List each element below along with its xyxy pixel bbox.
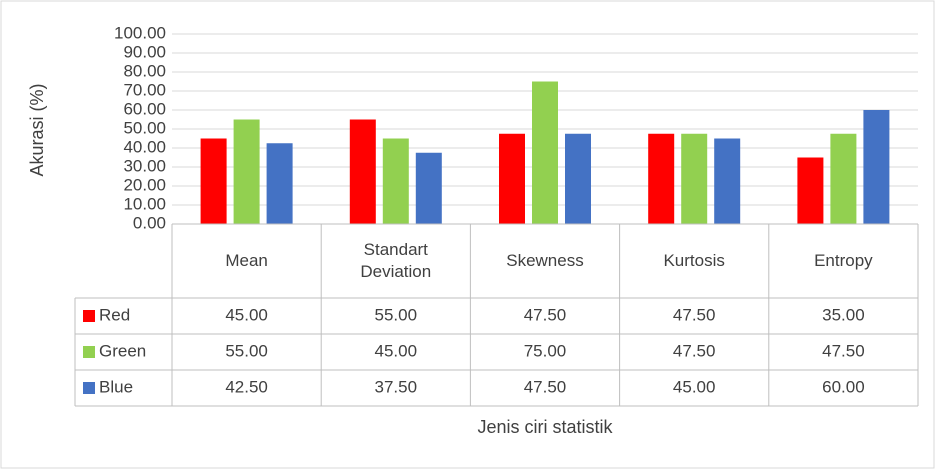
x-tick-label: Entropy	[814, 251, 873, 270]
bar	[830, 133, 857, 224]
y-tick-label: 20.00	[123, 175, 166, 194]
y-tick-label: 60.00	[123, 99, 166, 118]
table-value: 75.00	[524, 341, 567, 360]
x-axis-title: Jenis ciri statistik	[477, 417, 613, 437]
table-value: 37.50	[375, 377, 418, 396]
table-value: 55.00	[375, 305, 418, 324]
table-value: 47.50	[673, 341, 716, 360]
table-value: 47.50	[673, 305, 716, 324]
legend-label: Blue	[99, 377, 133, 396]
table-value: 42.50	[225, 377, 268, 396]
bar	[266, 143, 293, 224]
bar	[714, 138, 741, 224]
bar	[681, 133, 708, 224]
bar	[349, 119, 376, 224]
legend-key	[83, 310, 95, 322]
x-tick-label: Mean	[225, 251, 268, 270]
category-cell: Skewness	[506, 251, 584, 270]
bar	[797, 157, 824, 224]
table-value: 45.00	[375, 341, 418, 360]
y-tick-label: 50.00	[123, 118, 166, 137]
y-tick-label: 70.00	[123, 80, 166, 99]
legend-label: Red	[99, 305, 130, 324]
table-value: 47.50	[822, 341, 865, 360]
bar	[565, 133, 591, 224]
category-cell: Entropy	[814, 251, 873, 270]
x-tick-label: Kurtosis	[663, 251, 725, 270]
bar	[499, 133, 525, 224]
legend-key	[83, 346, 95, 358]
bar	[382, 138, 409, 224]
bar	[532, 81, 558, 224]
bar	[200, 138, 227, 224]
category-cell: Standart Deviation	[360, 240, 432, 281]
table-value: 47.50	[524, 305, 567, 324]
y-tick-label: 90.00	[123, 42, 166, 61]
legend-key	[83, 382, 95, 394]
bar	[415, 152, 442, 224]
y-tick-label: 40.00	[123, 137, 166, 156]
y-tick-label: 10.00	[123, 194, 166, 213]
bar	[863, 110, 890, 224]
table-value: 47.50	[524, 377, 567, 396]
category-cell: Kurtosis	[663, 251, 725, 270]
bar	[233, 119, 260, 224]
table-value: 55.00	[225, 341, 268, 360]
table-value: 45.00	[225, 305, 268, 324]
y-axis-title: Akurasi (%)	[27, 83, 47, 176]
category-cell: Mean	[225, 251, 268, 270]
table-value: 35.00	[822, 305, 865, 324]
y-tick-label: 0.00	[133, 213, 166, 232]
legend-label: Green	[99, 341, 146, 360]
table-value: 45.00	[673, 377, 716, 396]
y-tick-label: 80.00	[123, 61, 166, 80]
y-tick-label: 100.00	[114, 23, 166, 42]
y-tick-label: 30.00	[123, 156, 166, 175]
table-value: 60.00	[822, 377, 865, 396]
x-tick-label: Standart Deviation	[360, 240, 432, 281]
bar	[648, 133, 675, 224]
x-tick-label: Skewness	[506, 251, 584, 270]
